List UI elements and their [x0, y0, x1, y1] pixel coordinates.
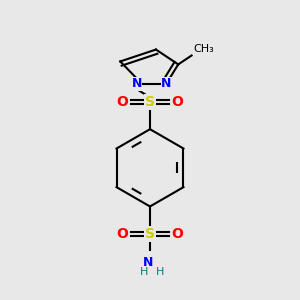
Text: N: N: [131, 77, 142, 90]
Text: H: H: [140, 267, 148, 278]
Text: H: H: [156, 267, 164, 278]
Text: O: O: [172, 95, 184, 109]
Text: CH₃: CH₃: [193, 44, 214, 54]
Text: S: S: [145, 227, 155, 241]
Text: N: N: [143, 256, 154, 268]
Text: S: S: [145, 95, 155, 109]
Text: O: O: [116, 95, 128, 109]
Text: O: O: [116, 227, 128, 241]
Text: N: N: [161, 77, 172, 90]
Text: O: O: [172, 227, 184, 241]
